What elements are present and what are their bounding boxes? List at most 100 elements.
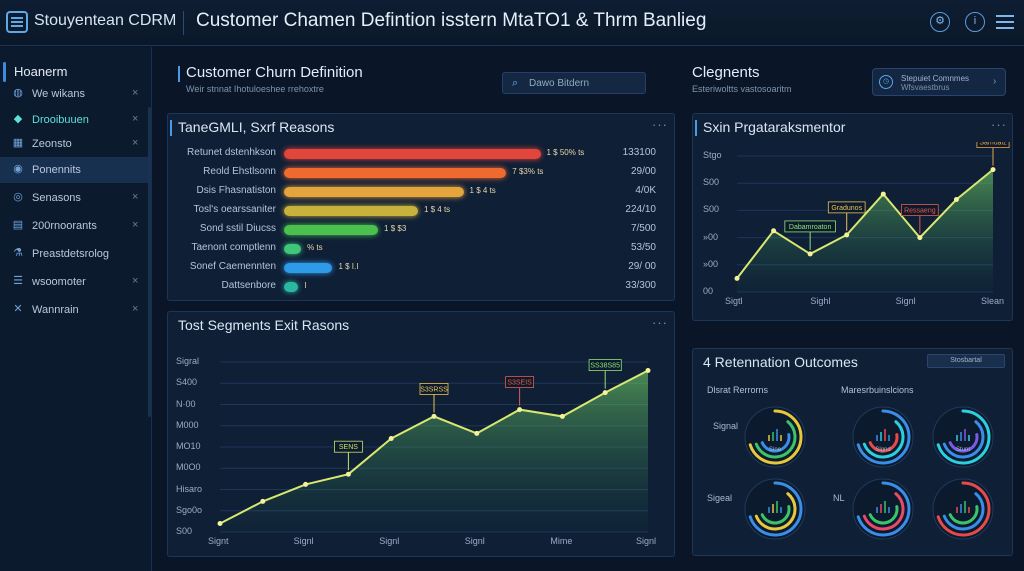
sidebar-item-label: Drooibuuen: [32, 114, 89, 126]
reason-row[interactable]: Dsis Fhasnatiston 1 $ 4 ts 4/0K: [168, 182, 668, 202]
chart-icon: ▤: [12, 219, 24, 231]
series-point[interactable]: [474, 430, 480, 436]
series-area: [737, 169, 993, 292]
reason-row[interactable]: Reold Ehstlsonn 7 $3% ts 29/00: [168, 163, 668, 183]
close-icon[interactable]: ×: [132, 219, 139, 231]
retention-ring[interactable]: [744, 478, 806, 540]
more-options-icon[interactable]: ···: [991, 117, 1007, 132]
reason-row[interactable]: Dattsenbore I 33/300: [168, 277, 668, 297]
reason-bar-tag: % ts: [307, 243, 323, 252]
settings-icon[interactable]: ⚙: [930, 12, 950, 32]
dashboard-icon: ◆: [13, 113, 23, 125]
series-point[interactable]: [559, 413, 565, 419]
retention-ring[interactable]: [932, 406, 994, 468]
retention-ring[interactable]: [932, 478, 994, 540]
series-point[interactable]: [880, 191, 886, 197]
retention-ring[interactable]: [852, 406, 914, 468]
close-icon[interactable]: ×: [132, 303, 139, 315]
series-point[interactable]: [431, 413, 437, 419]
series-point[interactable]: [517, 407, 523, 413]
sidebar-item-label: Preastdetsrolog: [32, 248, 110, 260]
reason-row[interactable]: Tosl's oearssaniter 1 $ 4 ts 224/10: [168, 201, 668, 221]
sidebar-item-we-wikans[interactable]: ◍ We wikans ×: [0, 81, 150, 107]
reason-bar: [284, 263, 333, 273]
series-point[interactable]: [260, 498, 266, 504]
menu-icon[interactable]: [996, 15, 1014, 29]
series-point[interactable]: [217, 521, 223, 526]
sidebar-item-wsoomoter[interactable]: ☰ wsoomoter ×: [0, 269, 150, 295]
retention-ring[interactable]: [744, 406, 806, 468]
reason-value: 133100: [622, 147, 656, 158]
sidebar-item-200rnoorants[interactable]: ▤ 200rnoorants ×: [0, 213, 150, 239]
svg-text:Ressaeng: Ressaeng: [904, 208, 936, 215]
series-point[interactable]: [844, 232, 850, 238]
reason-label: Tosl's oearssaniter: [193, 204, 277, 215]
sidebar-item-home[interactable]: Hoanerm: [0, 57, 150, 87]
exit-panel-title: Tost Segments Exit Rasons: [178, 317, 350, 333]
series-point[interactable]: [807, 251, 813, 257]
section-title: Customer Churn Definition: [186, 64, 363, 81]
y-tick-label: S00: [703, 177, 720, 188]
series-point[interactable]: [602, 390, 608, 396]
series-point[interactable]: [771, 228, 777, 234]
segments-dropdown-button[interactable]: ◷ Stepuiet Comnmes Wfsvaestbrus ›: [872, 68, 1006, 96]
reason-row[interactable]: Retunet dstenhkson 1 $ 50% ts 133100: [168, 144, 668, 164]
app-name: Stouyentean CDRM: [34, 12, 177, 29]
search-input[interactable]: ⌕ Dawo Bitdern: [502, 72, 646, 94]
more-options-icon[interactable]: ···: [652, 117, 668, 132]
close-icon[interactable]: ×: [132, 275, 139, 287]
exit-reasons-chart: SENS S3SRSS S3SEIS SS38S85 Sigral S400 N·00 M00…: [168, 342, 676, 558]
reason-row[interactable]: Sond sstil Diucss 1 $ $3 7/500: [168, 220, 668, 240]
retention-options-button[interactable]: Stosbartal: [927, 354, 1005, 368]
flask-icon: ⚗: [13, 247, 23, 259]
sidebar-item-label: Wannrain: [32, 304, 79, 316]
ring-row-label: NL: [833, 493, 845, 503]
svg-text:SS38S85: SS38S85: [590, 363, 620, 370]
sidebar-item-senasons[interactable]: ◎ Senasons ×: [0, 185, 150, 211]
series-point[interactable]: [388, 436, 394, 441]
reason-bar-tag: 1 $ 4 ts: [469, 186, 496, 195]
close-icon[interactable]: ×: [132, 191, 139, 203]
progression-panel: Sxin Prgataraksmentor ··· Dabamroaton Gra…: [692, 113, 1013, 321]
series-point[interactable]: [917, 235, 923, 241]
reason-value: 33/300: [625, 280, 656, 291]
retention-options-label: Stosbartal: [950, 357, 982, 364]
reason-row[interactable]: Taenont comptlenn % ts 53/50: [168, 239, 668, 259]
series-point[interactable]: [990, 167, 996, 173]
app-logo-icon[interactable]: [6, 11, 28, 33]
exit-svg: SENS S3SRSS S3SEIS SS38S85: [217, 359, 651, 533]
sidebar-item-zeonsto[interactable]: ▦ Zeonsto ×: [0, 131, 150, 157]
y-tick-label: M0O0: [176, 462, 201, 473]
svg-text:S3SEIS: S3SEIS: [507, 380, 532, 387]
sidebar-scrollbar[interactable]: [148, 107, 151, 417]
ring-label: Slgnd: [875, 447, 890, 453]
prog-svg: Dabamroaton Gradunos Ressaeng Samuaiz: [734, 142, 1010, 293]
series-point[interactable]: [345, 471, 351, 477]
y-tick-label: MO10: [176, 441, 201, 451]
section-subtitle: Weir stnnat Ihotuloeshee rrehoxtre: [186, 84, 324, 94]
series-point[interactable]: [953, 197, 959, 203]
sidebar-item-wannrain[interactable]: ✕ Wannrain ×: [0, 297, 150, 323]
svg-text:Dabamroaton: Dabamroaton: [789, 224, 832, 231]
x-tick-label: Signl: [379, 536, 400, 546]
more-options-icon[interactable]: ···: [652, 315, 668, 330]
series-point[interactable]: [303, 481, 309, 487]
series-point[interactable]: [645, 368, 651, 373]
close-icon[interactable]: ×: [132, 137, 139, 149]
reason-row[interactable]: Sonef Caemennten 1 $ I.I 29/ 00: [168, 258, 668, 278]
reasons-bar-chart: Retunet dstenhkson 1 $ 50% ts 133100 Reold …: [168, 144, 676, 294]
reason-label: Dsis Fhasnatiston: [196, 185, 276, 196]
sidebar-item-preastdetsrolog[interactable]: ⚗ Preastdetsrolog: [0, 241, 150, 267]
close-icon[interactable]: ×: [132, 113, 139, 125]
retention-ring[interactable]: [852, 478, 914, 540]
sidebar-item-ponennits[interactable]: ◉ Ponennits: [0, 157, 150, 183]
ring-label: Stunt: [956, 447, 970, 453]
data-label: Dabamroaton: [784, 220, 836, 250]
series-point[interactable]: [734, 275, 740, 281]
info-icon[interactable]: i: [965, 12, 985, 32]
data-label: S3SEIS: [505, 376, 535, 406]
reason-label: Sonef Caemennten: [189, 261, 276, 272]
close-icon[interactable]: ×: [132, 87, 139, 99]
y-tick-label: »00: [703, 258, 719, 269]
sidebar-item-drooibuuen[interactable]: ◆ Drooibuuen ×: [0, 107, 150, 133]
